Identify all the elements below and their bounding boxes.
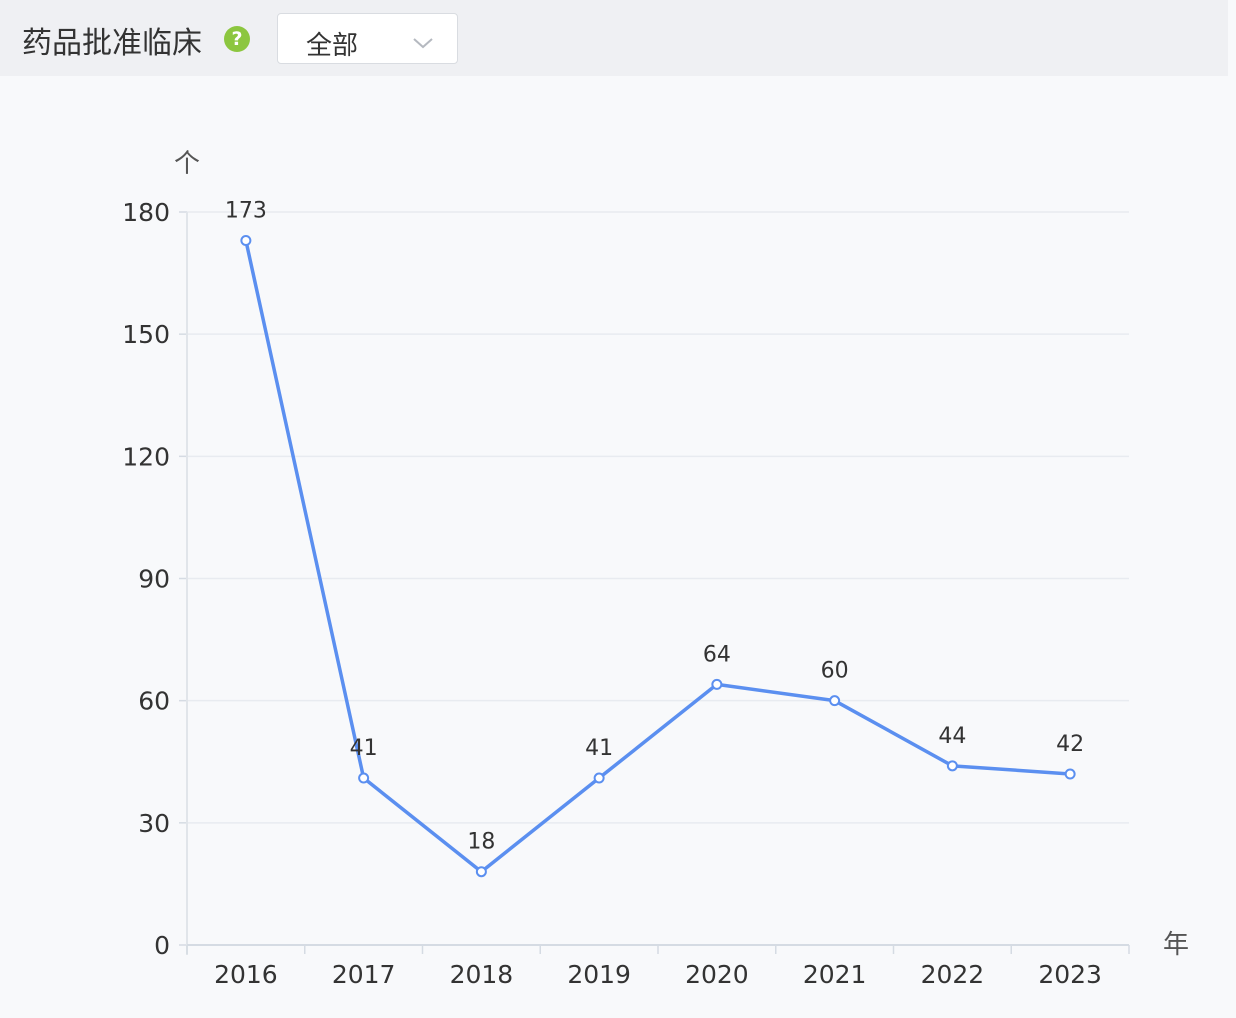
data-point [1064,768,1076,780]
x-tick-label: 2023 [1038,960,1102,989]
x-axis: 2016 2017 2018 2019 2020 2021 2022 2023 [186,944,1130,989]
data-point [475,866,487,878]
data-label: 18 [467,830,495,855]
data-point [946,760,958,772]
x-tick-label: 2020 [685,960,749,989]
y-tick-label: 120 [122,442,170,471]
category-select[interactable]: 全部 [277,13,458,64]
x-tick-label: 2021 [803,960,867,989]
question-circle-icon[interactable]: ? [224,26,250,52]
data-point [358,772,370,784]
x-axis-unit: 年 [1163,930,1189,960]
y-tick-label: 90 [138,565,170,594]
y-axis-unit: 个 [174,149,200,179]
grid-lines [187,211,1129,824]
data-point [593,772,605,784]
data-label: 41 [350,736,378,761]
page-title: 药品批准临床 [22,26,202,61]
chevron-down-icon [413,38,433,49]
data-label: 42 [1056,732,1084,757]
y-tick-label: 150 [122,320,170,349]
select-value: 全部 [306,31,359,61]
x-tick-label: 2018 [450,960,514,989]
data-label: 173 [225,199,267,224]
x-tick-label: 2022 [921,960,985,989]
y-tick-label: 0 [154,931,170,960]
data-label: 44 [938,724,966,749]
header-bar: 药品批准临床 ? 全部 [0,0,1228,76]
y-tick-label: 180 [122,198,170,227]
data-label: 64 [703,642,731,667]
data-point [711,678,723,690]
data-labels: 173 41 18 41 64 60 44 42 [225,199,1084,855]
y-tick-label: 60 [138,687,170,716]
series-line [240,235,1076,878]
x-tick-label: 2019 [567,960,631,989]
y-axis: 0 30 60 90 120 150 180 [122,198,188,960]
series-path [244,240,1071,874]
x-tick-label: 2017 [332,960,396,989]
data-label: 60 [821,659,849,684]
y-tick-label: 30 [138,809,170,838]
data-point [240,235,252,247]
x-tick-label: 2016 [214,960,278,989]
data-point [829,695,841,707]
data-label: 41 [585,736,613,761]
